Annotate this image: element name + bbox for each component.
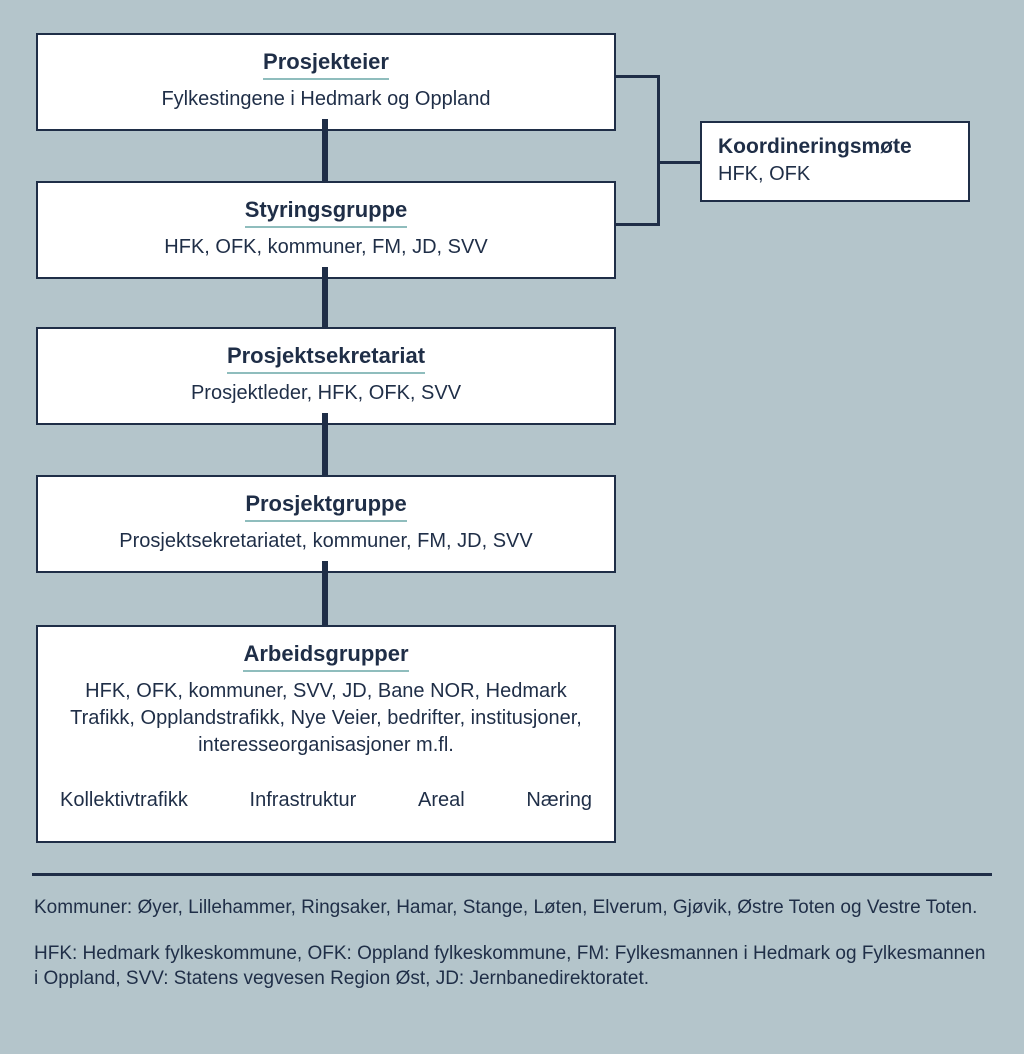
- box-styringsgruppe: Styringsgruppe HFK, OFK, kommuner, FM, J…: [36, 181, 616, 279]
- sub-arbeidsgrupper: HFK, OFK, kommuner, SVV, JD, Bane NOR, H…: [56, 678, 596, 759]
- connector-h-bot: [616, 223, 660, 226]
- arbeidsgrupper-categories: Kollektivtrafikk Infrastruktur Areal Nær…: [56, 789, 596, 812]
- sub-prosjektgruppe: Prosjektsekretariatet, kommuner, FM, JD,…: [56, 528, 596, 555]
- title-prosjektgruppe: Prosjektgruppe: [245, 491, 406, 522]
- sub-prosjekteier: Fylkestingene i Hedmark og Oppland: [56, 86, 596, 113]
- cat-infrastruktur: Infrastruktur: [250, 789, 357, 812]
- box-koordinering: Koordineringsmøte HFK, OFK: [700, 121, 970, 202]
- connector-h-koord: [657, 161, 700, 164]
- connector-v4: [322, 561, 328, 625]
- title-arbeidsgrupper: Arbeidsgrupper: [243, 641, 408, 672]
- connector-h-top: [616, 75, 660, 78]
- connector-v1: [322, 119, 328, 181]
- footer-p1: Kommuner: Øyer, Lillehammer, Ringsaker, …: [34, 895, 990, 921]
- connector-v3: [322, 413, 328, 475]
- connector-v-side: [657, 75, 660, 226]
- box-arbeidsgrupper: Arbeidsgrupper HFK, OFK, kommuner, SVV, …: [36, 625, 616, 843]
- title-prosjekteier: Prosjekteier: [263, 49, 389, 80]
- footer-divider: [32, 873, 992, 876]
- sub-styringsgruppe: HFK, OFK, kommuner, FM, JD, SVV: [56, 234, 596, 261]
- box-prosjekteier: Prosjekteier Fylkestingene i Hedmark og …: [36, 33, 616, 131]
- footer-p2: HFK: Hedmark fylkeskommune, OFK: Oppland…: [34, 941, 990, 992]
- cat-kollektivtrafikk: Kollektivtrafikk: [60, 789, 188, 812]
- title-sekretariat: Prosjektsekretariat: [227, 343, 425, 374]
- box-prosjektgruppe: Prosjektgruppe Prosjektsekretariatet, ko…: [36, 475, 616, 573]
- cat-naering: Næring: [526, 789, 592, 812]
- connector-v2: [322, 267, 328, 327]
- title-koordinering: Koordineringsmøte: [718, 135, 912, 159]
- box-sekretariat: Prosjektsekretariat Prosjektleder, HFK, …: [36, 327, 616, 425]
- cat-areal: Areal: [418, 789, 465, 812]
- sub-sekretariat: Prosjektleder, HFK, OFK, SVV: [56, 380, 596, 407]
- footer-text: Kommuner: Øyer, Lillehammer, Ringsaker, …: [34, 895, 990, 1012]
- title-styringsgruppe: Styringsgruppe: [245, 197, 408, 228]
- org-chart: Prosjekteier Fylkestingene i Hedmark og …: [0, 0, 1024, 1054]
- sub-koordinering: HFK, OFK: [718, 161, 952, 188]
